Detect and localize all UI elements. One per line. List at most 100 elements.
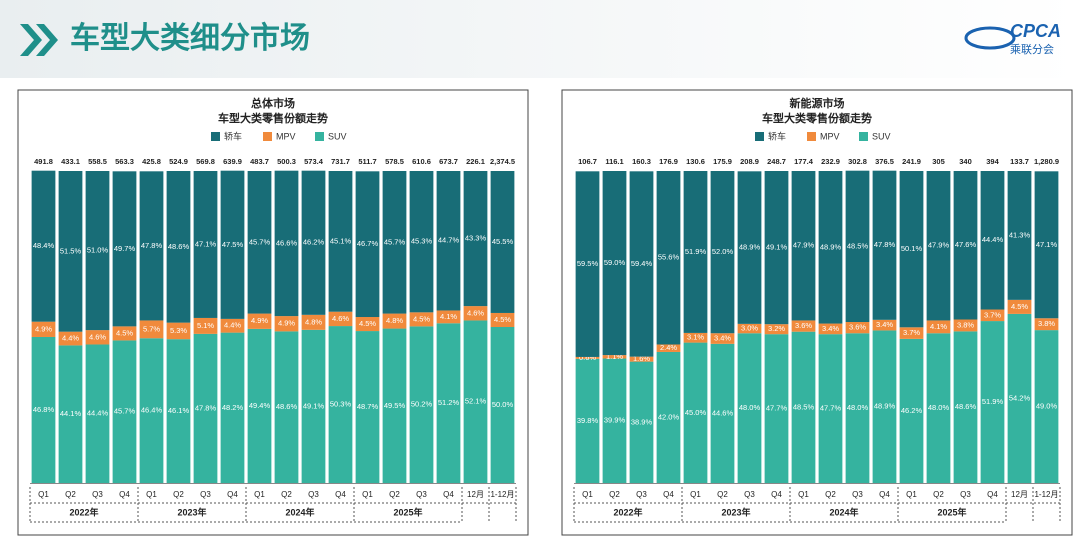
- data-label: 3.7%: [903, 328, 920, 337]
- bar-segment: [31, 321, 56, 337]
- data-label: 59.0%: [604, 258, 626, 267]
- bar-segment: [791, 171, 816, 321]
- total-label: 241.9: [902, 157, 921, 166]
- bar-segment: [602, 355, 627, 359]
- data-label: 4.8%: [305, 317, 322, 326]
- data-label: 3.8%: [957, 320, 974, 329]
- bar-segment: [355, 171, 380, 318]
- data-label: 59.4%: [631, 259, 653, 268]
- data-label: 48.0%: [739, 403, 761, 412]
- data-label: 46.8%: [33, 405, 55, 414]
- data-label: 4.5%: [1011, 302, 1028, 311]
- data-label: 51.0%: [87, 246, 109, 255]
- data-label: 55.6%: [658, 253, 680, 262]
- bar-segment: [139, 320, 164, 339]
- x-tick-label: Q4: [771, 490, 782, 499]
- data-label: 44.7%: [438, 236, 460, 245]
- bar-segment: [764, 334, 789, 483]
- data-label: 4.1%: [930, 322, 947, 331]
- data-label: 4.8%: [386, 316, 403, 325]
- legend-label: 轿车: [224, 130, 242, 141]
- bar-segment: [301, 314, 326, 330]
- data-label: 59.5%: [577, 259, 599, 268]
- legend-swatch: [755, 132, 764, 141]
- data-label: 3.6%: [795, 321, 812, 330]
- x-tick-label: Q1: [38, 490, 49, 499]
- x-tick-label: Q4: [879, 490, 890, 499]
- data-label: 4.9%: [35, 324, 52, 333]
- bar-segment: [58, 171, 83, 332]
- bar-segment: [328, 311, 353, 327]
- data-label: 47.1%: [1036, 240, 1058, 249]
- data-label: 46.4%: [141, 406, 163, 415]
- bar-segment: [845, 322, 870, 334]
- total-label: 305: [932, 157, 945, 166]
- x-tick-label: 12月: [467, 490, 484, 499]
- bar-segment: [220, 170, 245, 319]
- data-label: 3.4%: [822, 324, 839, 333]
- data-label: 47.7%: [766, 404, 788, 413]
- data-label: 50.1%: [901, 244, 923, 253]
- data-label: 48.6%: [168, 242, 190, 251]
- data-label: 48.6%: [276, 402, 298, 411]
- legend-swatch: [807, 132, 816, 141]
- data-label: 4.5%: [413, 314, 430, 323]
- data-label: 1.1%: [606, 352, 623, 361]
- data-label: 44.6%: [712, 408, 734, 417]
- group-label: 2024年: [829, 506, 858, 517]
- data-label: 51.5%: [60, 246, 82, 255]
- bar-segment: [629, 171, 654, 357]
- data-label: 46.7%: [357, 239, 379, 248]
- data-label: 45.7%: [249, 237, 271, 246]
- total-label: 1,280.9: [1034, 157, 1059, 166]
- bar-segment: [112, 326, 137, 341]
- group-label: 2025年: [937, 506, 966, 517]
- data-label: 49.5%: [384, 401, 406, 410]
- bar-segment: [409, 312, 434, 327]
- x-tick-label: Q2: [389, 490, 400, 499]
- data-label: 51.9%: [685, 247, 707, 256]
- data-label: 44.1%: [60, 409, 82, 418]
- bar-segment: [818, 334, 843, 483]
- bar-segment: [845, 333, 870, 483]
- data-label: 3.0%: [741, 324, 758, 333]
- data-label: 45.0%: [685, 408, 707, 417]
- data-label: 4.4%: [62, 334, 79, 343]
- header-band: [0, 0, 1080, 78]
- data-label: 49.4%: [249, 401, 271, 410]
- data-label: 45.1%: [330, 236, 352, 245]
- total-label: 177.4: [794, 157, 814, 166]
- data-label: 48.0%: [847, 403, 869, 412]
- data-label: 46.1%: [168, 406, 190, 415]
- total-label: 232.9: [821, 157, 840, 166]
- data-label: 49.1%: [303, 401, 325, 410]
- x-tick-label: Q1: [362, 490, 373, 499]
- data-label: 47.6%: [955, 240, 977, 249]
- x-tick-label: Q2: [609, 490, 620, 499]
- data-label: 44.4%: [982, 235, 1004, 244]
- bar-segment: [818, 171, 843, 324]
- bar-segment: [31, 170, 56, 322]
- bar-segment: [683, 171, 708, 333]
- group-label: 2025年: [393, 506, 422, 517]
- total-label: 610.6: [412, 157, 431, 166]
- group-label: 2023年: [721, 506, 750, 517]
- data-label: 46.2%: [901, 406, 923, 415]
- bar-segment: [1034, 318, 1059, 331]
- data-label: 48.9%: [874, 402, 896, 411]
- data-label: 54.2%: [1009, 393, 1031, 402]
- legend-swatch: [211, 132, 220, 141]
- total-label: 106.7: [578, 157, 597, 166]
- bar-segment: [629, 356, 654, 362]
- legend-label: MPV: [820, 131, 840, 141]
- bar-segment: [355, 317, 380, 332]
- x-tick-label: Q3: [200, 490, 211, 499]
- total-label: 563.3: [115, 157, 134, 166]
- bar-segment: [683, 332, 708, 343]
- bar-segment: [328, 171, 353, 312]
- bar-segment: [409, 326, 434, 483]
- bar-segment: [791, 331, 816, 483]
- data-label: 2.4%: [660, 343, 677, 352]
- bar-segment: [463, 306, 488, 321]
